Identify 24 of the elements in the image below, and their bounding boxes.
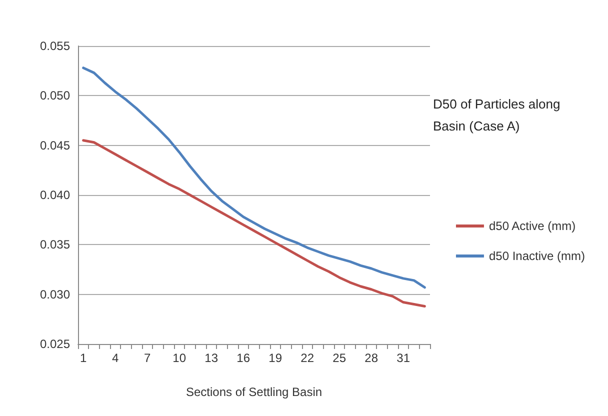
x-tick-label: 10 bbox=[172, 351, 186, 365]
y-tick-label: 0.035 bbox=[40, 238, 70, 252]
x-tick-label: 13 bbox=[204, 351, 218, 365]
x-tick-label: 4 bbox=[112, 351, 119, 365]
x-tick-label: 31 bbox=[396, 351, 410, 365]
line-series bbox=[82, 139, 426, 308]
legend-label: d50 Active (mm) bbox=[488, 219, 576, 233]
y-tick-label: 0.040 bbox=[40, 188, 70, 202]
x-tick-label: 28 bbox=[364, 351, 378, 365]
y-tick-label: 0.045 bbox=[40, 138, 70, 152]
x-tick-label: 7 bbox=[144, 351, 151, 365]
y-tick-label: 0.030 bbox=[40, 287, 70, 302]
y-tick-label: 0.050 bbox=[40, 88, 70, 103]
x-tick-label: 1 bbox=[80, 351, 87, 365]
y-tick-label: 0.055 bbox=[40, 39, 70, 53]
legend-label: d50 Inactive (mm) bbox=[488, 249, 586, 263]
x-axis-title: Sections of Settling Basin bbox=[186, 385, 322, 399]
x-tick-label: 19 bbox=[268, 351, 282, 365]
x-tick-label: 16 bbox=[236, 351, 250, 365]
text: D50 of Particles along Basin (Case A) bbox=[433, 96, 564, 134]
x-tick-label: 25 bbox=[332, 351, 346, 365]
y-tick-label: 0.025 bbox=[40, 337, 70, 351]
x-tick-label: 22 bbox=[300, 351, 314, 365]
line-series bbox=[82, 66, 426, 289]
